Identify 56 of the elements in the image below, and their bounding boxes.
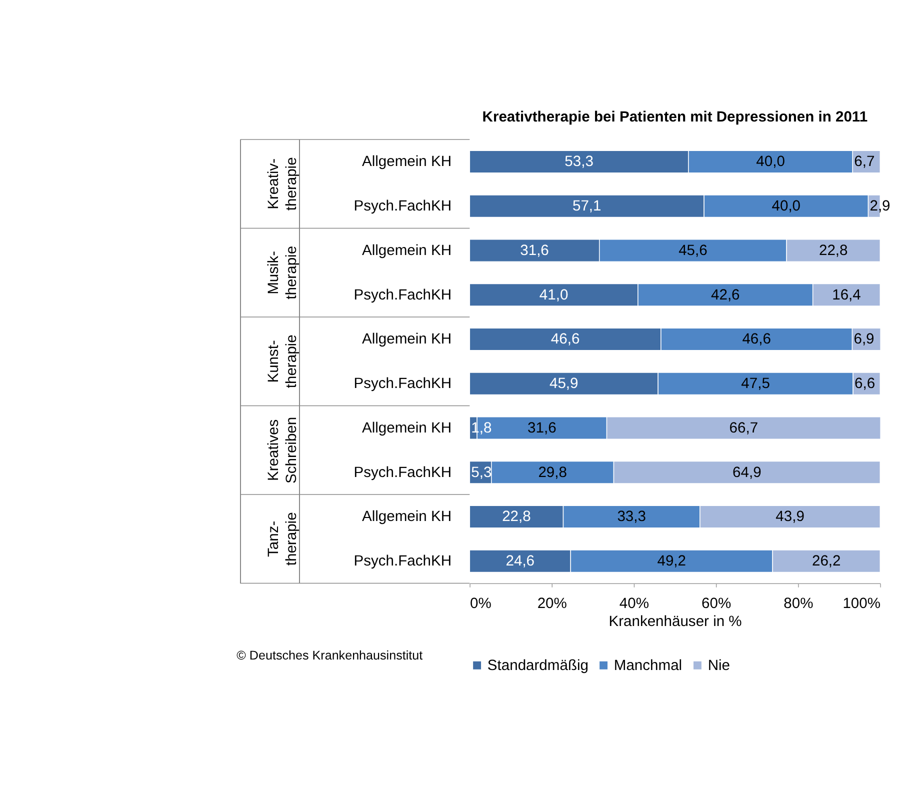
data-label: 40,0 bbox=[756, 154, 785, 170]
text: Kreativ- therapie bbox=[266, 157, 300, 211]
data-label: 43,9 bbox=[776, 509, 804, 526]
data-label: 26,2 bbox=[812, 554, 841, 570]
legend-label: Manchmal bbox=[614, 658, 682, 674]
data-label: 2,9 bbox=[870, 198, 890, 215]
text: Kunst- therapie bbox=[266, 334, 300, 388]
y-tick-label: Allgemein KH bbox=[362, 154, 452, 170]
data-label: 31,6 bbox=[528, 420, 556, 436]
x-tick-label: 100% bbox=[842, 596, 881, 612]
data-label: 66,7 bbox=[729, 420, 758, 436]
y-tick-label: Psych.FachKH bbox=[354, 198, 452, 215]
data-label: 29,8 bbox=[538, 464, 567, 481]
y-tick-label: Psych.FachKH bbox=[354, 287, 452, 304]
legend-label: Standardmäßig bbox=[487, 658, 588, 674]
x-tick-label: 20% bbox=[537, 596, 567, 612]
data-label: 45,6 bbox=[678, 242, 708, 259]
y-tick-label: Psych.FachKH bbox=[354, 554, 452, 570]
data-label: 31,6 bbox=[520, 242, 549, 259]
data-label: 6,6 bbox=[854, 376, 876, 392]
y-tick-label: Psych.FachKH bbox=[354, 376, 452, 392]
data-label: 53,3 bbox=[564, 154, 594, 170]
chart-title: Kreativtherapie bei Patienten mit Depressionen in 2011 bbox=[482, 109, 868, 126]
data-label: 47,5 bbox=[741, 376, 770, 392]
x-tick-label: 40% bbox=[619, 596, 650, 612]
data-label: 40,0 bbox=[772, 198, 801, 215]
data-label: 22,8 bbox=[818, 242, 848, 259]
data-label: 6,9 bbox=[854, 332, 874, 348]
text: Tanz- therapie bbox=[266, 512, 300, 566]
x-axis-title: Krankenhäuser in % bbox=[608, 614, 742, 630]
data-label: 5,3 bbox=[471, 464, 492, 481]
data-label: 57,1 bbox=[572, 198, 602, 215]
data-label: 45,9 bbox=[549, 376, 578, 392]
x-tick-label: 60% bbox=[702, 596, 732, 612]
y-tick-label: Psych.FachKH bbox=[354, 464, 452, 481]
x-tick-label: 80% bbox=[784, 596, 814, 612]
data-label: 6,7 bbox=[854, 154, 875, 170]
data-label: 46,6 bbox=[550, 332, 580, 348]
x-tick-label: 0% bbox=[470, 596, 492, 612]
data-label: 41,0 bbox=[539, 287, 568, 304]
y-tick-label: Allgemein KH bbox=[362, 242, 452, 259]
data-label: 42,6 bbox=[711, 287, 740, 304]
text: Kreatives Schreiben bbox=[266, 416, 300, 484]
data-label: 46,6 bbox=[742, 332, 771, 348]
data-label: 22,8 bbox=[502, 509, 531, 526]
legend-label: Nie bbox=[708, 658, 730, 674]
text: © Deutsches Krankenhausinstitut bbox=[236, 648, 424, 662]
y-tick-label: Allgemein KH bbox=[362, 420, 452, 436]
data-label: 64,9 bbox=[732, 464, 762, 481]
data-label: 33,3 bbox=[617, 509, 646, 526]
text: Musik- therapie bbox=[266, 246, 300, 300]
data-label: 24,6 bbox=[506, 554, 535, 570]
data-label: 49,2 bbox=[657, 554, 686, 570]
y-tick-label: Allgemein KH bbox=[362, 332, 452, 348]
y-tick-label: Allgemein KH bbox=[362, 509, 452, 526]
data-label: 16,4 bbox=[832, 287, 861, 304]
